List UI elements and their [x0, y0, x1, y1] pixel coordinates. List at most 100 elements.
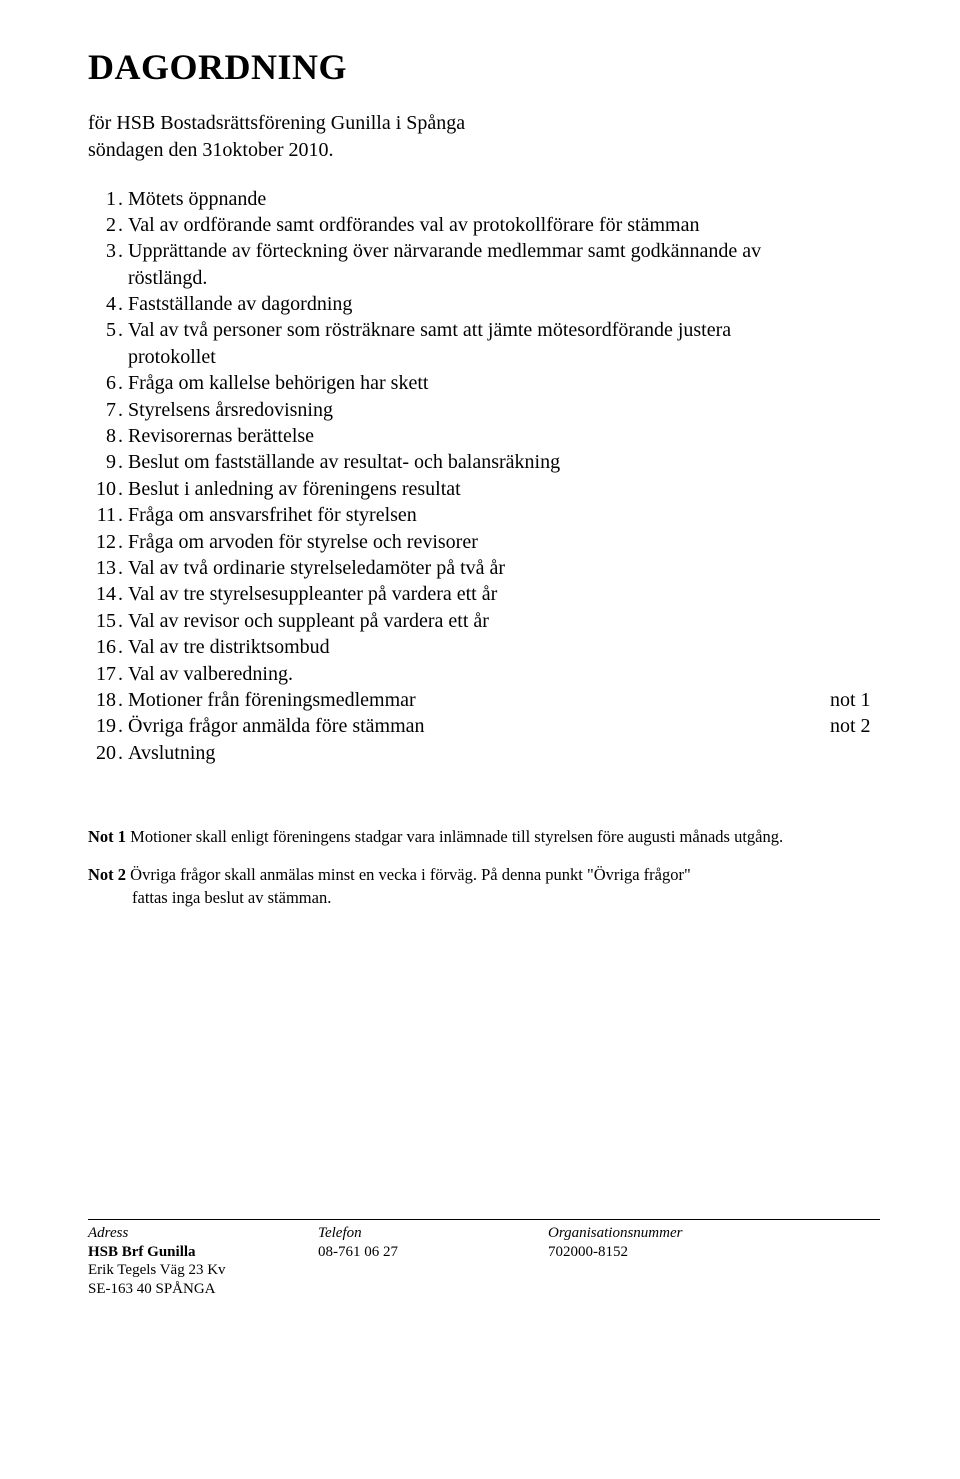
- agenda-item-text: Revisorernas berättelse: [128, 423, 820, 449]
- agenda-item-dot: .: [118, 502, 128, 528]
- agenda-item-dot: .: [118, 555, 128, 581]
- agenda-item-note: [820, 397, 880, 423]
- agenda-item-dot: .: [118, 713, 128, 739]
- agenda-item: 12.Fråga om arvoden för styrelse och rev…: [88, 529, 880, 555]
- agenda-item-text: Val av två personer som rösträknare samt…: [128, 317, 820, 370]
- agenda-item-note: [820, 370, 880, 396]
- agenda-item-number: 7: [88, 397, 118, 423]
- agenda-item-text: Övriga frågor anmälda före stämman: [128, 713, 820, 739]
- agenda-item-dot: .: [118, 581, 128, 607]
- note-2-label: Not 2: [88, 865, 126, 884]
- agenda-item: 1.Mötets öppnande: [88, 186, 880, 212]
- footer-col-address: Adress HSB Brf Gunilla Erik Tegels Väg 2…: [88, 1224, 318, 1299]
- agenda-item-number: 15: [88, 608, 118, 634]
- agenda-item-text: Fråga om kallelse behörigen har skett: [128, 370, 820, 396]
- agenda-item: 15.Val av revisor och suppleant på varde…: [88, 608, 880, 634]
- subtitle-line-1: för HSB Bostadsrättsförening Gunilla i S…: [88, 112, 465, 134]
- footer-col-orgnr: Organisationsnummer 702000-8152: [548, 1224, 880, 1299]
- agenda-item: 19.Övriga frågor anmälda före stämmannot…: [88, 713, 880, 739]
- agenda-item-dot: .: [118, 608, 128, 634]
- agenda-item-text: Beslut i anledning av föreningens result…: [128, 476, 820, 502]
- footer-phone-value: 08-761 06 27: [318, 1243, 548, 1262]
- note-1-text: Motioner skall enligt föreningens stadga…: [126, 827, 783, 846]
- footer-address-line-2: SE-163 40 SPÅNGA: [88, 1280, 318, 1299]
- agenda-item-number: 2: [88, 212, 118, 238]
- agenda-item-number: 20: [88, 740, 118, 766]
- agenda-item: 9.Beslut om fastställande av resultat- o…: [88, 449, 880, 475]
- agenda-item-dot: .: [118, 423, 128, 449]
- agenda-item-note: [820, 291, 880, 317]
- agenda-item-dot: .: [118, 529, 128, 555]
- agenda-item-number: 10: [88, 476, 118, 502]
- note-1: Not 1 Motioner skall enligt föreningens …: [88, 826, 880, 848]
- agenda-item-dot: .: [118, 317, 128, 370]
- agenda-item: 5.Val av två personer som rösträknare sa…: [88, 317, 880, 370]
- agenda-item-dot: .: [118, 370, 128, 396]
- agenda-item-text: Fråga om ansvarsfrihet för styrelsen: [128, 502, 820, 528]
- agenda-item-number: 16: [88, 634, 118, 660]
- agenda-item-dot: .: [118, 238, 128, 291]
- agenda-item-text: Fastställande av dagordning: [128, 291, 820, 317]
- agenda-item-text: Upprättande av förteckning över närvaran…: [128, 238, 820, 291]
- agenda-item: 11.Fråga om ansvarsfrihet för styrelsen: [88, 502, 880, 528]
- agenda-item-text: Val av tre distriktsombud: [128, 634, 820, 660]
- agenda-item: 10.Beslut i anledning av föreningens res…: [88, 476, 880, 502]
- agenda-item-note: not 1: [820, 687, 880, 713]
- footer-address-line-1: Erik Tegels Väg 23 Kv: [88, 1261, 318, 1280]
- subtitle-line-2: söndagen den 31oktober 2010.: [88, 139, 334, 161]
- agenda-item-note: [820, 476, 880, 502]
- agenda-item-dot: .: [118, 687, 128, 713]
- agenda-item-dot: .: [118, 634, 128, 660]
- agenda-item-note: [820, 186, 880, 212]
- agenda-item-text: Mötets öppnande: [128, 186, 820, 212]
- agenda-item-number: 13: [88, 555, 118, 581]
- agenda-item: 18.Motioner från föreningsmedlemmarnot 1: [88, 687, 880, 713]
- agenda-item-note: [820, 581, 880, 607]
- agenda-item-note: [820, 212, 880, 238]
- agenda-item: 2.Val av ordförande samt ordförandes val…: [88, 212, 880, 238]
- agenda-item: 13.Val av två ordinarie styrelseledamöte…: [88, 555, 880, 581]
- agenda-item-number: 4: [88, 291, 118, 317]
- agenda-item-number: 9: [88, 449, 118, 475]
- agenda-item-text: Styrelsens årsredovisning: [128, 397, 820, 423]
- agenda-item-note: [820, 661, 880, 687]
- agenda-item-number: 1: [88, 186, 118, 212]
- agenda-item-text: Avslutning: [128, 740, 820, 766]
- agenda-item-text: Val av ordförande samt ordförandes val a…: [128, 212, 820, 238]
- note-1-label: Not 1: [88, 827, 126, 846]
- agenda-item: 16.Val av tre distriktsombud: [88, 634, 880, 660]
- note-2: Not 2 Övriga frågor skall anmälas minst …: [88, 864, 880, 909]
- subtitle: för HSB Bostadsrättsförening Gunilla i S…: [88, 110, 880, 164]
- agenda-item-note: [820, 423, 880, 449]
- agenda-item: 20.Avslutning: [88, 740, 880, 766]
- agenda-item: 8.Revisorernas berättelse: [88, 423, 880, 449]
- note-2-text-line-2: fattas inga beslut av stämman.: [88, 887, 880, 909]
- agenda-item-number: 18: [88, 687, 118, 713]
- note-2-text-line-1: Övriga frågor skall anmälas minst en vec…: [126, 865, 691, 884]
- footer: Adress HSB Brf Gunilla Erik Tegels Väg 2…: [88, 1224, 880, 1299]
- footer-orgnr-value: 702000-8152: [548, 1243, 880, 1262]
- agenda-item-dot: .: [118, 449, 128, 475]
- agenda-item-dot: .: [118, 212, 128, 238]
- agenda-item-number: 8: [88, 423, 118, 449]
- agenda-item: 17.Val av valberedning.: [88, 661, 880, 687]
- footer-phone-head: Telefon: [318, 1224, 548, 1243]
- agenda-item-number: 14: [88, 581, 118, 607]
- agenda-list: 1.Mötets öppnande2.Val av ordförande sam…: [88, 186, 880, 767]
- agenda-item-note: [820, 529, 880, 555]
- agenda-item-note: [820, 555, 880, 581]
- agenda-item-text: Val av tre styrelsesuppleanter på varder…: [128, 581, 820, 607]
- agenda-item-note: [820, 634, 880, 660]
- agenda-item-number: 19: [88, 713, 118, 739]
- agenda-item: 14.Val av tre styrelsesuppleanter på var…: [88, 581, 880, 607]
- agenda-item-text: Val av två ordinarie styrelseledamöter p…: [128, 555, 820, 581]
- agenda-item-text: Motioner från föreningsmedlemmar: [128, 687, 820, 713]
- notes-section: Not 1 Motioner skall enligt föreningens …: [88, 826, 880, 909]
- footer-org-name: HSB Brf Gunilla: [88, 1243, 318, 1262]
- agenda-item-dot: .: [118, 397, 128, 423]
- agenda-item-number: 11: [88, 502, 118, 528]
- page-title: DAGORDNING: [88, 44, 880, 92]
- footer-rule: [88, 1219, 880, 1220]
- agenda-item-dot: .: [118, 740, 128, 766]
- agenda-item-note: [820, 502, 880, 528]
